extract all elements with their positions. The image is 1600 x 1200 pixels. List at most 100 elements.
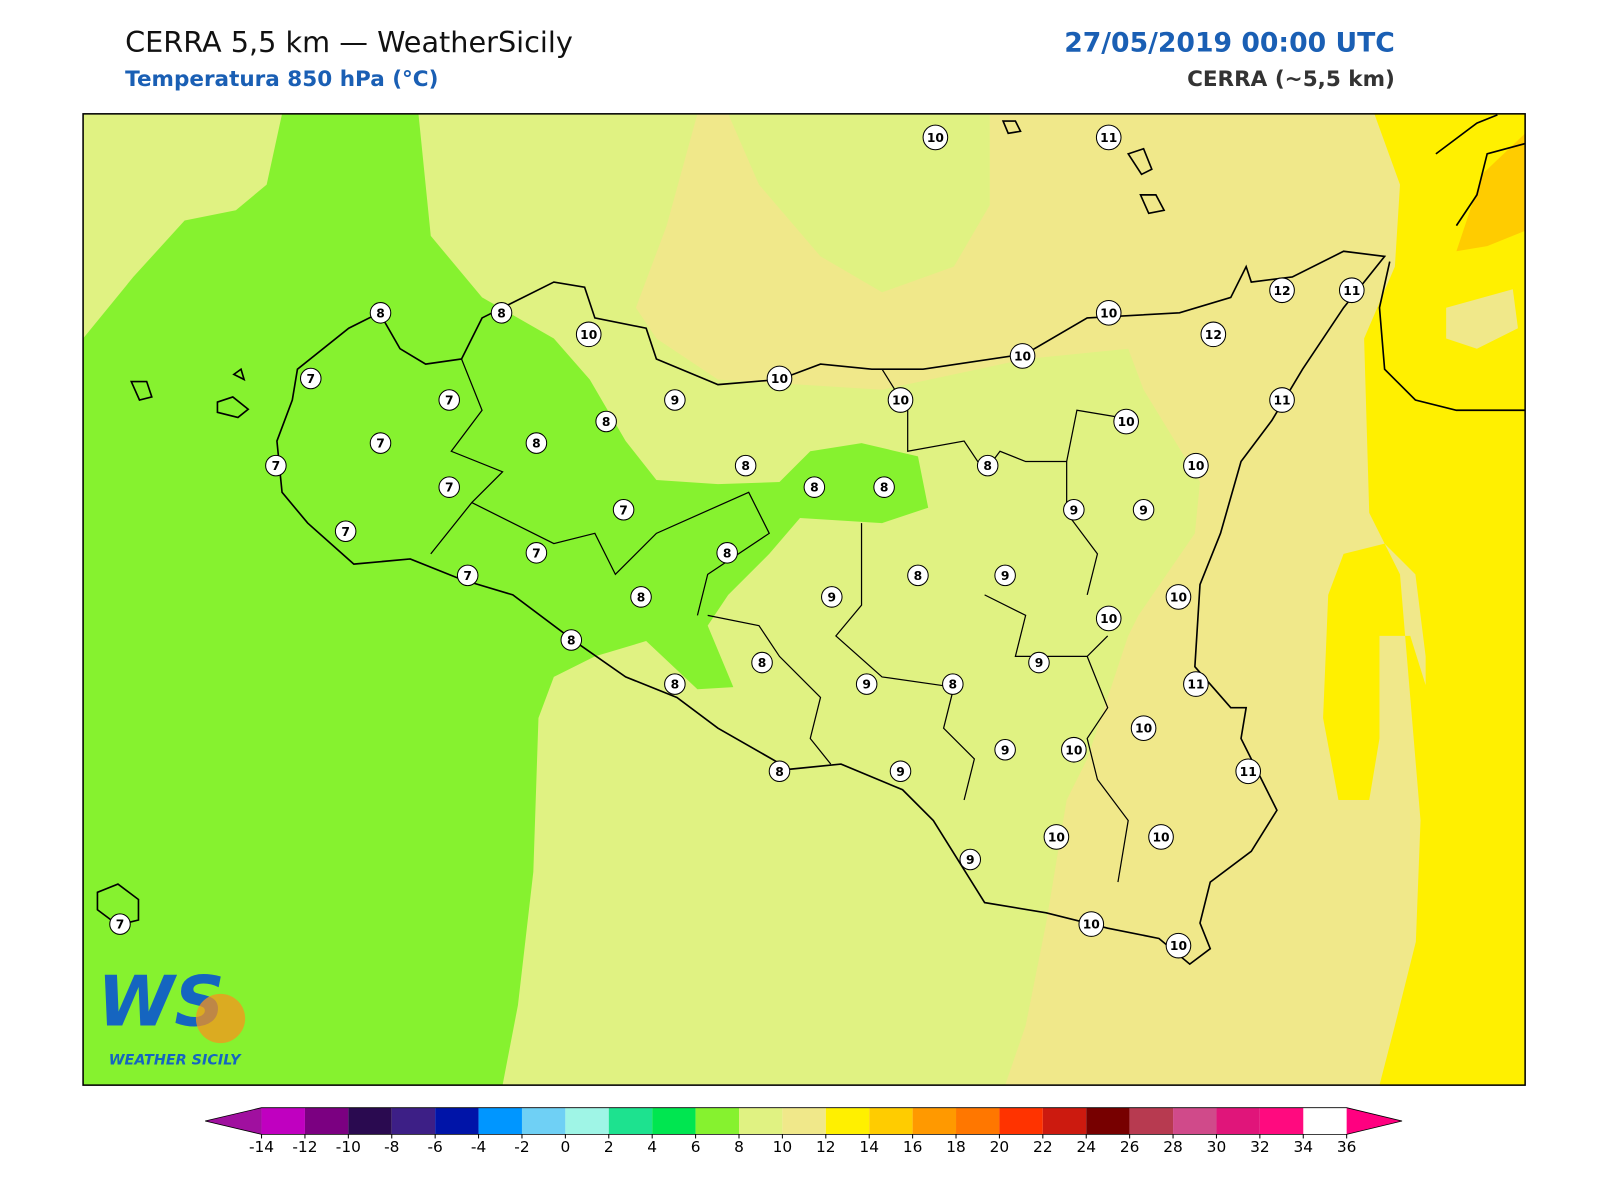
station-marker: [1095, 300, 1122, 326]
colorbar-box: [1042, 1107, 1087, 1135]
colorbar-box: [912, 1107, 957, 1135]
station-value: 10: [1100, 306, 1117, 320]
colorbar-tick-label: 0: [560, 1138, 570, 1156]
station-marker: [1148, 824, 1174, 850]
station-marker: [1338, 277, 1365, 304]
map-title: CERRA 5,5 km — WeatherSicily: [125, 25, 573, 59]
station-marker: [299, 367, 322, 390]
station: 10: [766, 365, 793, 392]
station-marker: [821, 586, 843, 608]
station: 10: [1148, 824, 1174, 850]
colorbar-box: [1173, 1107, 1217, 1135]
station-value: 8: [741, 459, 750, 473]
temperature-field: 10 11 8 8 10 10 12 11 12 7 10 10 7 9 10 11 10 7 8 8 7 8 8 10 7 8 8…: [83, 113, 1526, 1086]
station-marker: [1130, 715, 1157, 742]
field-14-16: [1456, 133, 1526, 252]
colorbar-box: [782, 1107, 826, 1135]
station: 9: [994, 564, 1016, 587]
station: 12: [1200, 321, 1227, 348]
station-marker: [664, 389, 686, 411]
colorbar-box: [1129, 1107, 1174, 1135]
station-value: 9: [671, 394, 680, 408]
station: 8: [907, 564, 929, 587]
colorbar-tick-label: 34: [1293, 1138, 1313, 1156]
station-value: 7: [116, 918, 125, 932]
station-marker: [369, 432, 392, 454]
colorbar-over: [1346, 1107, 1403, 1135]
colorbar-box: [478, 1107, 522, 1135]
station-value: 10: [1152, 830, 1169, 844]
station-value: 8: [637, 590, 646, 604]
station-value: 10: [1014, 349, 1031, 363]
station: 9: [664, 389, 686, 411]
station-marker: [751, 651, 773, 674]
station-value: 10: [1135, 722, 1152, 736]
colorbar-tick-label: 28: [1163, 1138, 1183, 1156]
calabria-coast: [1378, 114, 1526, 412]
station: 7: [525, 542, 548, 564]
colorbar-tick-label: -8: [384, 1138, 399, 1156]
station-labels: 10 11 8 8 10 10 12 11 12 7 10 10 7 9 10 11 10 7 8 8 7 8 8 10 7 8 8…: [109, 124, 1365, 959]
map-subtitle: Temperatura 850 hPa (°C): [125, 67, 438, 92]
station-value: 10: [892, 394, 909, 408]
station-marker: [734, 454, 757, 477]
station-value: 8: [775, 765, 784, 779]
station: 10: [922, 124, 949, 151]
station-marker: [664, 673, 686, 695]
sicily-coast: [276, 250, 1387, 966]
station: 9: [994, 738, 1016, 761]
colorbar-tick-label: 24: [1076, 1138, 1096, 1156]
station-marker: [922, 124, 949, 151]
model: CERRA (~5,5 km): [1187, 67, 1395, 92]
station-value: 11: [1343, 284, 1360, 298]
station-value: 8: [914, 569, 923, 583]
station: 11: [1095, 124, 1122, 151]
station-value: 7: [619, 503, 628, 517]
station-value: 8: [671, 678, 680, 692]
station: 9: [1132, 498, 1155, 521]
station-marker: [855, 673, 878, 695]
station-marker: [1061, 736, 1087, 763]
station-marker: [1063, 498, 1085, 521]
colorbar-box: [565, 1107, 609, 1135]
station-marker: [1113, 408, 1139, 435]
station: 8: [873, 476, 895, 498]
station-marker: [1183, 671, 1209, 697]
station-marker: [1132, 498, 1155, 521]
station-value: 10: [1118, 415, 1135, 429]
station: 9: [1028, 651, 1050, 674]
logo: WS WEATHER SICILY: [97, 962, 246, 1069]
station: 10: [1130, 715, 1157, 742]
station-marker: [369, 302, 392, 324]
station-value: 10: [1048, 830, 1065, 844]
station-value: 8: [810, 481, 819, 495]
station: 8: [942, 673, 964, 695]
station-value: 9: [1035, 656, 1044, 670]
colorbar-box: [956, 1107, 1000, 1135]
colorbar-box: [608, 1107, 653, 1135]
station-marker: [768, 760, 791, 783]
station: 8: [664, 673, 686, 695]
station-value: 7: [272, 459, 281, 473]
station-value: 8: [983, 459, 992, 473]
colorbar-tick-label: 2: [604, 1138, 614, 1156]
station: 7: [334, 520, 357, 543]
colorbar-box: [1216, 1107, 1260, 1135]
station-marker: [766, 365, 793, 392]
colorbar-box: [1259, 1107, 1304, 1135]
station-marker: [575, 321, 602, 348]
station-value: 7: [445, 394, 454, 408]
colorbar-tick-label: 26: [1120, 1138, 1140, 1156]
station-marker: [1183, 452, 1209, 479]
colorbar-tick-label: -4: [471, 1138, 486, 1156]
station: 10: [1095, 605, 1122, 632]
station: 10: [1095, 300, 1122, 326]
colorbar-tick-label: 8: [734, 1138, 744, 1156]
station-marker: [438, 389, 460, 411]
station-marker: [1043, 824, 1070, 850]
station: 8: [525, 432, 548, 454]
station-value: 8: [376, 306, 385, 320]
station: 8: [369, 302, 392, 324]
station-value: 7: [445, 481, 454, 495]
